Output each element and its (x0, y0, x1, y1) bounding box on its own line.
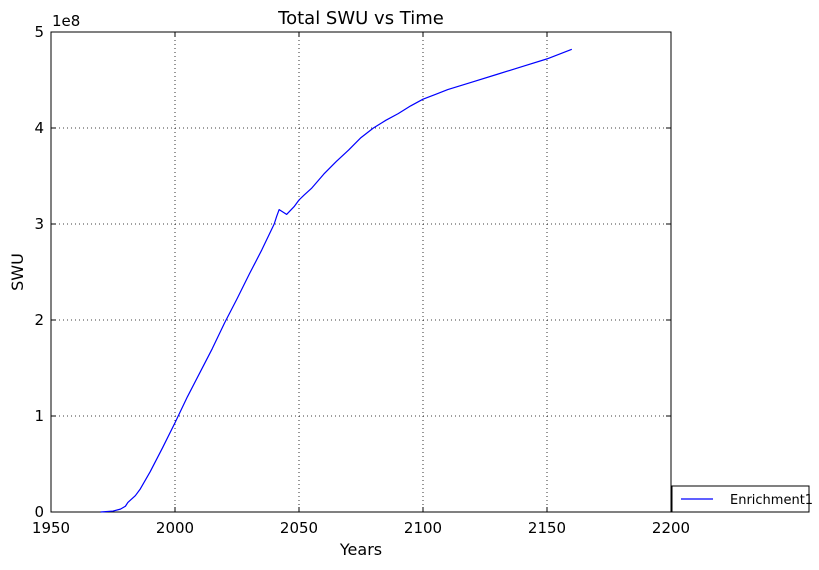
x-tick-label: 1950 (32, 519, 70, 537)
legend-label: Enrichment1 (730, 493, 813, 508)
series-line-enrichment1 (100, 48, 573, 513)
plot-area-frame (50, 31, 672, 513)
grid (50, 31, 672, 513)
y-tick-label: 0 (34, 503, 44, 521)
y-offset-label: 1e8 (52, 12, 80, 30)
y-axis-title: SWU (8, 253, 27, 291)
x-tick-labels: 1950 2000 2050 2100 2150 2200 (32, 519, 690, 537)
y-tick-label: 4 (34, 119, 44, 137)
series-layer (100, 48, 573, 513)
y-tick-label: 2 (34, 311, 44, 329)
x-tick-label: 2100 (404, 519, 442, 537)
y-tick-label: 3 (34, 215, 44, 233)
axis-ticks (50, 31, 672, 513)
x-tick-label: 2150 (528, 519, 566, 537)
y-tick-label: 5 (34, 23, 44, 41)
legend: Enrichment1 (671, 485, 813, 513)
x-axis-title: Years (339, 540, 382, 559)
x-tick-label: 2000 (156, 519, 194, 537)
x-tick-label: 2200 (652, 519, 690, 537)
chart-title: Total SWU vs Time (277, 8, 444, 29)
x-tick-label: 2050 (280, 519, 318, 537)
y-tick-label: 1 (34, 407, 44, 425)
y-tick-labels: 0 1 2 3 4 5 (34, 23, 44, 521)
